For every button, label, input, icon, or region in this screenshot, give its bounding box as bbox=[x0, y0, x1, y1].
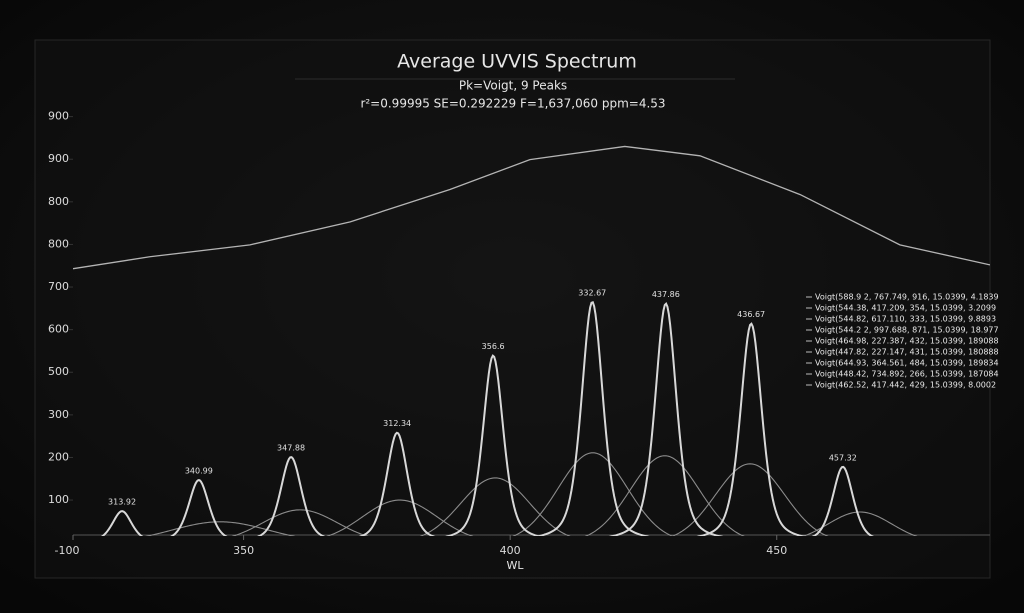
legend-entry: Voigt(544.2 2, 997.688, 871, 15.0399, 18… bbox=[815, 326, 999, 335]
x-tick-label: 400 bbox=[500, 544, 521, 557]
x-tick-label: 350 bbox=[233, 544, 254, 557]
x-tick-label: -100 bbox=[55, 544, 80, 557]
y-tick-label: 900 bbox=[48, 152, 69, 165]
envelope-line bbox=[73, 145, 990, 270]
peak-label: 332.67 bbox=[578, 288, 606, 297]
legend-entry: Voigt(464.98, 227.387, 432, 15.0399, 189… bbox=[815, 337, 999, 346]
x-tick-label: 450 bbox=[766, 544, 787, 557]
peak-label: 312.34 bbox=[383, 419, 411, 428]
peak-label: 347.88 bbox=[277, 444, 305, 453]
y-tick-label: 800 bbox=[48, 195, 69, 208]
y-tick-label: 800 bbox=[48, 237, 69, 250]
legend-entry: Voigt(448.42, 734.892, 266, 15.0399, 187… bbox=[815, 370, 999, 379]
peak-label: 340.99 bbox=[185, 467, 213, 476]
broad-component bbox=[512, 452, 674, 536]
plot-area bbox=[73, 145, 990, 536]
broad-component bbox=[419, 477, 571, 536]
peak-label: 313.92 bbox=[108, 498, 136, 507]
legend-entry: Voigt(644.93, 364.561, 484, 15.0399, 189… bbox=[815, 359, 999, 368]
y-tick-label: 100 bbox=[48, 493, 69, 506]
broad-component bbox=[802, 511, 918, 536]
y-tick-label: 700 bbox=[48, 280, 69, 293]
chart-subtitle: Pk=Voigt, 9 Peaks bbox=[459, 79, 567, 93]
y-tick-label: 900 bbox=[48, 110, 69, 123]
y-tick-label: 300 bbox=[48, 408, 69, 421]
legend-entry: Voigt(544.82, 617.110, 333, 15.0399, 9.8… bbox=[815, 315, 996, 324]
peak-label: 457.32 bbox=[829, 453, 857, 462]
peak-curve bbox=[444, 354, 542, 536]
y-tick-label: 600 bbox=[48, 323, 69, 336]
x-axis-label: WL bbox=[506, 559, 524, 572]
legend-entry: Voigt(588.9 2, 767.749, 916, 15.0399, 4.… bbox=[815, 293, 999, 302]
peak-label: 437.86 bbox=[652, 290, 680, 299]
chart-title: Average UVVIS Spectrum bbox=[397, 51, 637, 73]
legend-entry: Voigt(544.38, 417.209, 354, 15.0399, 3.2… bbox=[815, 304, 996, 313]
peak-curve bbox=[811, 465, 874, 536]
broad-component bbox=[144, 521, 296, 536]
fit-stats: r²=0.99995 SE=0.292229 F=1,637,060 ppm=4… bbox=[360, 97, 665, 111]
legend-entry: Voigt(447.82, 227.147, 431, 15.0399, 180… bbox=[815, 348, 999, 357]
legend-entry: Voigt(462.52, 417.442, 429, 15.0399, 8.0… bbox=[815, 381, 996, 390]
peak-label: 436.67 bbox=[737, 310, 765, 319]
y-tick-label: 200 bbox=[48, 450, 69, 463]
y-tick-label: 500 bbox=[48, 365, 69, 378]
peak-label: 356.6 bbox=[482, 342, 505, 351]
